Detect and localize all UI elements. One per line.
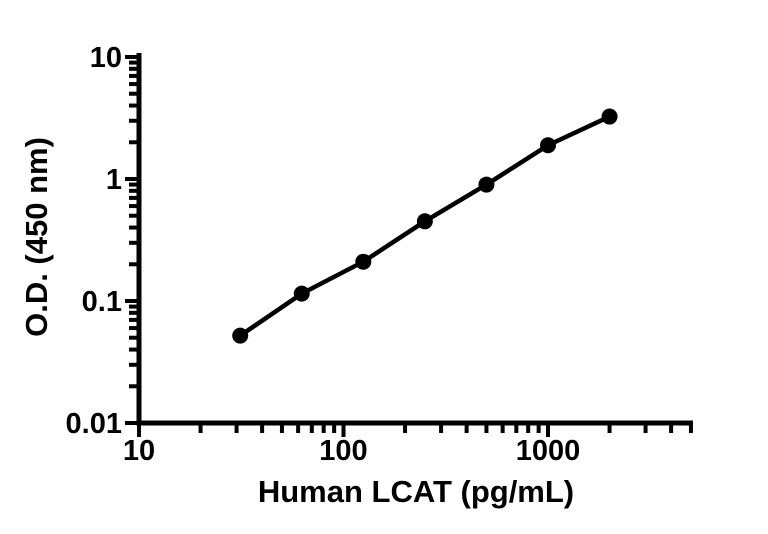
- y-tick-label: 1: [106, 164, 122, 196]
- y-axis-title: O.D. (450 nm): [19, 137, 54, 337]
- y-tick-label: 0.01: [66, 408, 122, 440]
- y-tick-label: 10: [90, 42, 122, 74]
- data-point: [416, 213, 433, 230]
- data-point: [478, 176, 495, 193]
- x-tick-label: 10: [123, 435, 155, 467]
- data-point: [293, 285, 310, 302]
- x-tick-label: 1000: [516, 435, 581, 467]
- data-point: [601, 108, 618, 125]
- plot-area: 10 100 1000 0.01 0.1 1 10: [66, 42, 693, 467]
- y-tick-label: 0.1: [82, 286, 122, 318]
- x-tick-label: 100: [319, 435, 367, 467]
- data-point: [540, 137, 556, 154]
- data-point: [355, 253, 372, 270]
- data-point: [232, 327, 249, 344]
- x-axis-title: Human LCAT (pg/mL): [258, 474, 574, 509]
